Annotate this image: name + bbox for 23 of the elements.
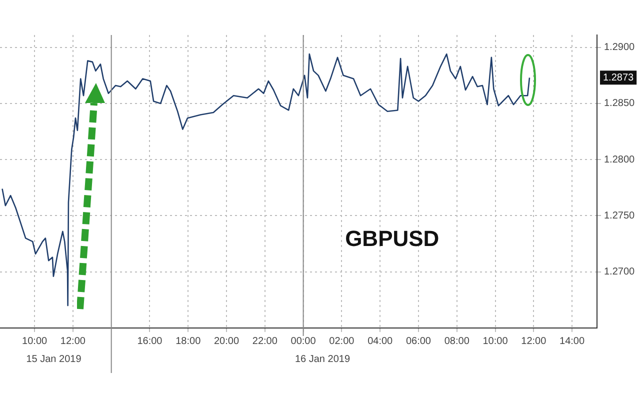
y-tick-label: 1.2900 (604, 42, 636, 54)
y-tick-label: 1.2700 (604, 266, 636, 278)
x-tick-label: 22:00 (252, 336, 278, 347)
text: 15 Jan 2019 (26, 354, 82, 365)
x-tick-label: 18:00 (176, 336, 202, 347)
x-tick-label: 06:00 (406, 336, 432, 347)
x-tick-label: 14:00 (560, 336, 585, 347)
x-tick-label: 00:00 (290, 336, 316, 347)
y-tick-label: 1.2800 (604, 154, 636, 166)
x-tick-label: 12:00 (60, 336, 86, 347)
x-tick-label: 02:00 (329, 336, 355, 347)
annotation: 1.2873 (603, 72, 634, 84)
text: GBPUSD (345, 226, 440, 252)
y-tick-label: 1.2750 (604, 210, 636, 222)
x-tick-label: 08:00 (444, 336, 470, 347)
x-tick-label: 12:00 (521, 336, 547, 347)
y-tick-label: 1.2850 (604, 98, 636, 110)
x-tick-label: 20:00 (214, 336, 240, 347)
x-tick-label: 16:00 (137, 336, 163, 347)
x-tick-label: 10:00 (482, 336, 508, 347)
text: 16 Jan 2019 (294, 354, 350, 365)
x-tick-label: 04:00 (368, 336, 394, 347)
x-tick-label: 10:00 (22, 336, 48, 347)
